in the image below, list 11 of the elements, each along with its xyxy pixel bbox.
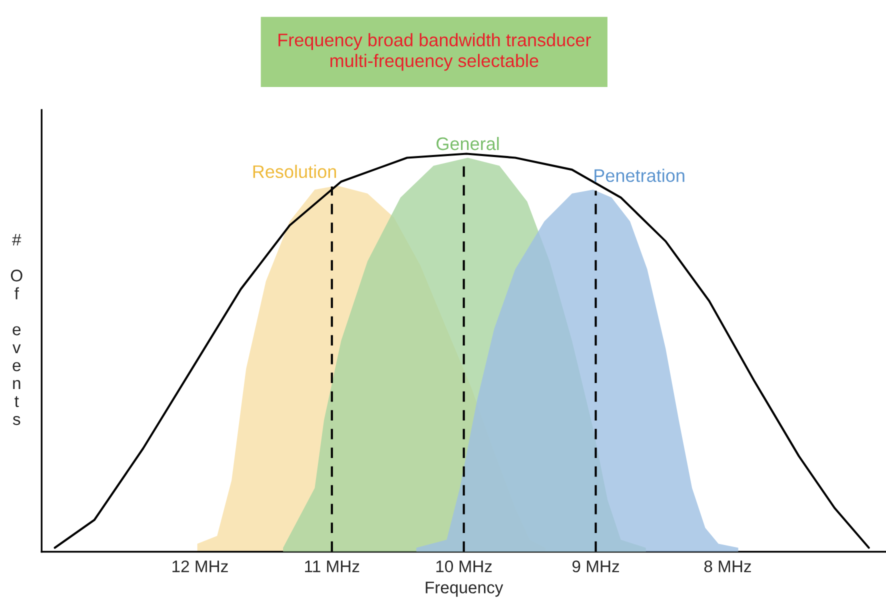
x-axis-title: Frequency [426,582,504,597]
x-tick-label: 10 MHz [436,560,492,572]
series-label: Penetration [594,168,684,182]
chart-title: Frequency broad bandwidth transducer multi-frequency selectable [278,33,591,71]
x-tick-label: 11 MHz [305,560,360,572]
x-tick-label: 12 MHz [172,560,228,572]
series-label: Resolution [253,164,336,178]
x-tick-label: 8 MHz [704,560,751,572]
text: # Of events [10,234,22,426]
series-label: General [436,136,499,150]
x-tick-label: 9 MHz [572,560,619,572]
